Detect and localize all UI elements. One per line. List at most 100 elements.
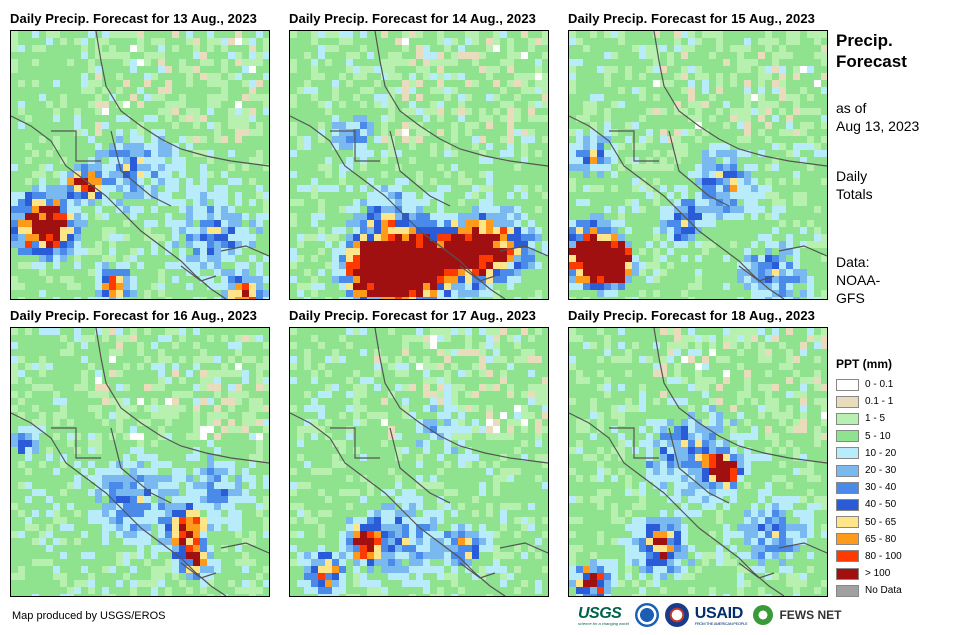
precip-cell [723,559,730,566]
precip-cell [409,59,416,66]
precip-cell [123,220,130,227]
precip-cell [353,419,360,426]
precip-cell [821,580,827,587]
precip-cell [765,405,772,412]
precip-cell [74,510,81,517]
precip-cell [604,377,611,384]
precip-cell [102,213,109,220]
precip-cell [472,573,479,580]
precip-cell [444,531,451,538]
precip-cell [653,290,660,297]
precip-cell [800,241,807,248]
precip-cell [311,255,318,262]
precip-cell [409,143,416,150]
precip-cell [702,241,709,248]
precip-cell [472,122,479,129]
precip-cell [507,283,514,290]
precip-cell [360,377,367,384]
precip-cell [339,297,346,299]
precip-cell [46,101,53,108]
precip-cell [325,370,332,377]
precip-cell [402,31,409,38]
precip-cell [130,580,137,587]
precip-cell [583,594,590,596]
precip-cell [228,213,235,220]
precip-cell [304,80,311,87]
precip-cell [256,213,263,220]
precip-cell [458,199,465,206]
precip-cell [688,412,695,419]
precip-cell [158,356,165,363]
precip-cell [221,283,228,290]
precip-cell [395,573,402,580]
precip-cell [88,31,95,38]
precip-cell [304,349,311,356]
precip-cell [458,370,465,377]
precip-cell [451,213,458,220]
precip-cell [46,206,53,213]
precip-cell [667,328,674,335]
precip-cell [632,143,639,150]
precip-cell [137,59,144,66]
precip-cell [542,412,548,419]
precip-cell [667,447,674,454]
precip-cell [130,185,137,192]
precip-cell [779,178,786,185]
precip-cell [486,342,493,349]
precip-cell [597,475,604,482]
precip-cell [39,136,46,143]
precip-cell [695,199,702,206]
precip-cell [395,178,402,185]
precip-cell [451,559,458,566]
precip-cell [123,262,130,269]
precip-cell [416,440,423,447]
precip-cell [737,328,744,335]
precip-cell [528,136,535,143]
precip-cell [709,164,716,171]
precip-cell [723,171,730,178]
precip-cell [486,234,493,241]
precip-cell [479,248,486,255]
precip-cell [74,248,81,255]
precip-cell [744,447,751,454]
precip-cell [437,108,444,115]
precip-cell [353,384,360,391]
precip-cell [639,594,646,596]
panel-title-6: Daily Precip. Forecast for 18 Aug., 2023 [568,308,816,323]
precip-cell [493,475,500,482]
precip-cell [200,370,207,377]
precip-cell [151,38,158,45]
legend-swatch [836,395,859,408]
precip-cell [53,136,60,143]
precip-cell [60,248,67,255]
precip-cell [451,297,458,299]
precip-cell [130,510,137,517]
precip-cell [207,510,214,517]
precip-cell [235,398,242,405]
precip-cell [123,335,130,342]
precip-cell [116,524,123,531]
precip-cell [688,468,695,475]
precip-cell [256,290,263,297]
precip-cell [416,573,423,580]
legend-swatch [836,550,859,563]
precip-cell [465,391,472,398]
precip-cell [172,503,179,510]
precip-cell [221,412,228,419]
precip-cell [528,391,535,398]
precip-cell [772,80,779,87]
precip-cell [353,94,360,101]
precip-cell [242,241,249,248]
precip-cell [332,594,339,596]
precip-cell [381,440,388,447]
precip-cell [18,220,25,227]
precip-cell [256,503,263,510]
precip-cell [158,94,165,101]
precip-cell [758,290,765,297]
precip-cell [723,454,730,461]
precip-cell [486,290,493,297]
precip-cell [221,185,228,192]
precip-cell [116,405,123,412]
precip-cell [228,482,235,489]
precip-cell [228,391,235,398]
